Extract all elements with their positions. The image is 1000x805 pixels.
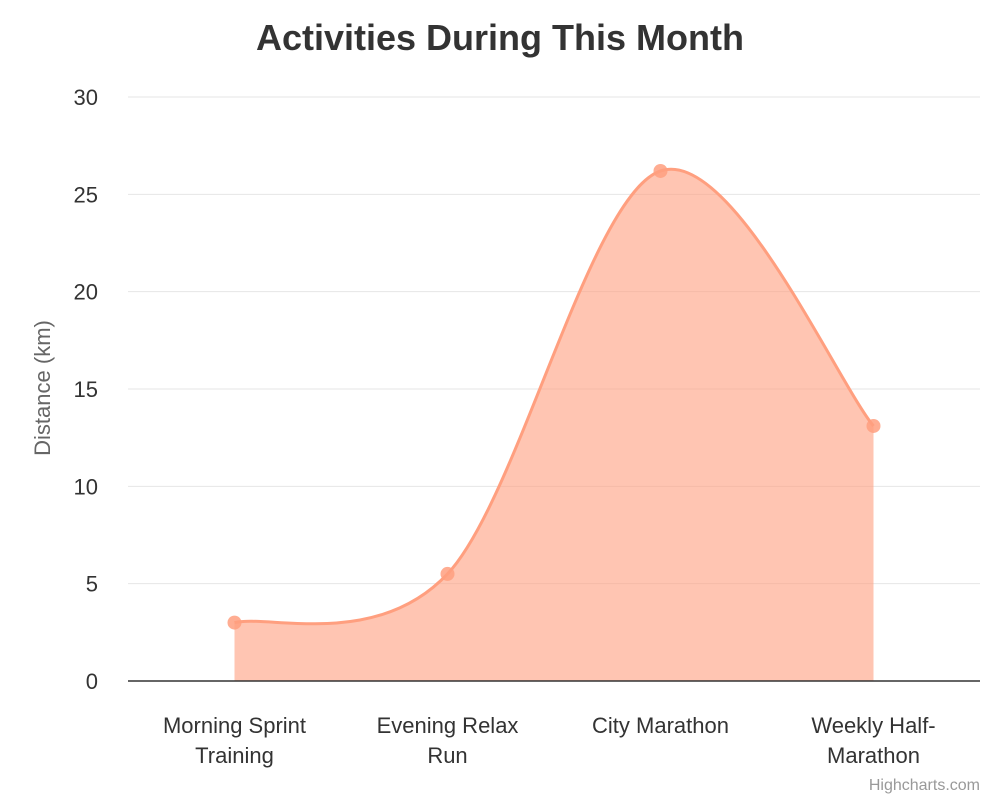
series-area [234, 167, 875, 681]
y-tick-label: 20 [74, 280, 98, 305]
data-point[interactable] [866, 418, 881, 433]
y-tick-label: 30 [74, 85, 98, 110]
x-tick-label: City Marathon [592, 713, 729, 738]
series-line [234, 167, 875, 626]
x-tick-label: Morning Sprint Training [163, 713, 306, 768]
y-tick-label: 5 [86, 572, 98, 597]
data-points [227, 163, 881, 630]
y-tick-label: 15 [74, 377, 98, 402]
y-axis-ticks: 0 5 10 15 20 25 30 [74, 85, 98, 694]
y-tick-label: 10 [74, 474, 98, 499]
y-tick-label: 25 [74, 182, 98, 207]
x-tick-label: Weekly Half-Marathon [811, 713, 935, 768]
x-axis-ticks: Morning Sprint Training Evening Relax Run Ci… [163, 713, 936, 768]
series-area-fill [234, 169, 874, 681]
data-point[interactable] [653, 163, 668, 178]
y-tick-label: 0 [86, 669, 98, 694]
x-tick-label: Evening Relax Run [377, 713, 519, 768]
credits-link[interactable]: Highcharts.com [869, 777, 980, 794]
chart-title: Activities During This Month [256, 17, 744, 58]
data-point[interactable] [227, 615, 242, 630]
data-point[interactable] [440, 566, 455, 581]
y-axis-label: Distance (km) [30, 320, 55, 456]
